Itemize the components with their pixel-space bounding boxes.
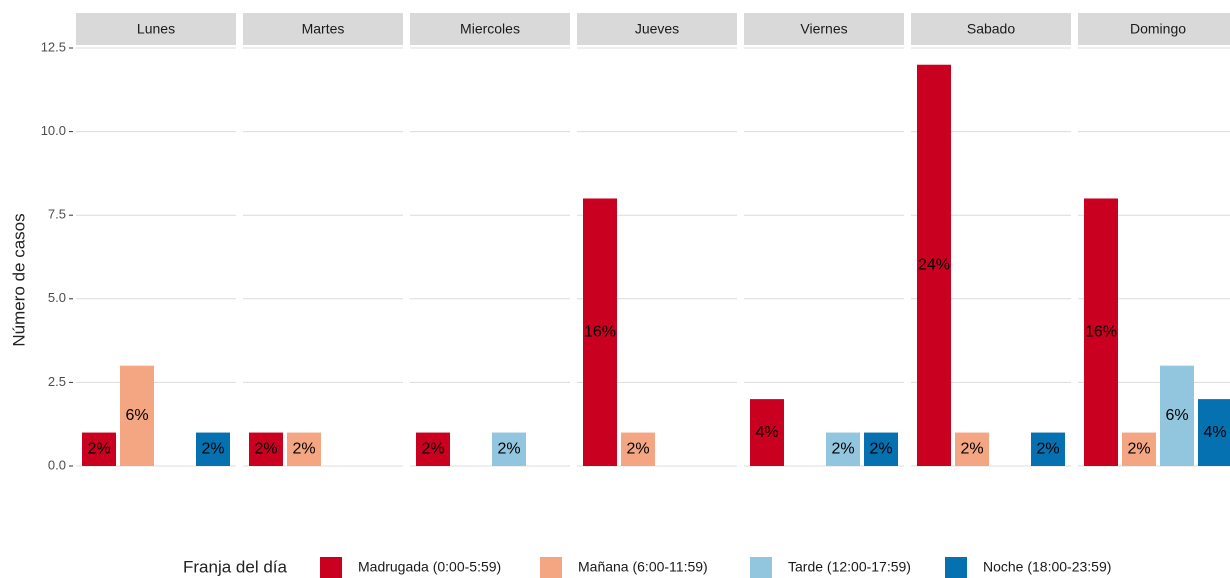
bar-label: 2% bbox=[87, 440, 110, 457]
facet-label: Jueves bbox=[635, 21, 679, 37]
y-tick-label: 2.5 bbox=[48, 374, 66, 389]
bar bbox=[864, 432, 898, 466]
bar-label: 2% bbox=[626, 440, 649, 457]
bar bbox=[750, 399, 784, 466]
bar bbox=[249, 432, 283, 466]
legend-label: Madrugada (0:00-5:59) bbox=[358, 559, 501, 575]
facet-strip bbox=[243, 13, 403, 45]
bar-label: 4% bbox=[755, 424, 778, 441]
facet-strip bbox=[76, 13, 236, 45]
y-axis-title: Número de casos bbox=[9, 213, 28, 346]
facet-strip bbox=[577, 13, 737, 45]
y-tick-label: 5.0 bbox=[48, 290, 66, 305]
bar bbox=[1160, 365, 1194, 466]
bar-label: 2% bbox=[497, 440, 520, 457]
facet-strip bbox=[410, 13, 570, 45]
facet-strip bbox=[911, 13, 1071, 45]
bar-label: 2% bbox=[960, 440, 983, 457]
legend-key bbox=[320, 557, 342, 578]
bar bbox=[917, 64, 951, 466]
bar bbox=[287, 432, 321, 466]
facet-label: Lunes bbox=[137, 21, 175, 37]
facet-strip bbox=[744, 13, 904, 45]
facet-label: Martes bbox=[302, 21, 345, 37]
bar bbox=[196, 432, 230, 466]
bar bbox=[492, 432, 526, 466]
bar bbox=[82, 432, 116, 466]
legend-title: Franja del día bbox=[183, 557, 287, 576]
bar-label: 24% bbox=[918, 257, 950, 274]
bar bbox=[1031, 432, 1065, 466]
bar bbox=[583, 198, 617, 467]
bar-label: 2% bbox=[1036, 440, 1059, 457]
legend-key bbox=[540, 557, 562, 578]
bar-label: 2% bbox=[292, 440, 315, 457]
facet-label: Viernes bbox=[800, 21, 847, 37]
bar bbox=[826, 432, 860, 466]
facet-label: Sabado bbox=[967, 21, 1015, 37]
bar-label: 16% bbox=[1085, 323, 1117, 340]
legend-label: Tarde (12:00-17:59) bbox=[788, 559, 911, 575]
legend-key bbox=[750, 557, 772, 578]
bar-label: 6% bbox=[125, 407, 148, 424]
legend-key bbox=[945, 557, 967, 578]
bar-label: 2% bbox=[201, 440, 224, 457]
bar-label: 2% bbox=[1127, 440, 1150, 457]
bar-label: 2% bbox=[831, 440, 854, 457]
y-tick-label: 7.5 bbox=[48, 207, 66, 222]
facet-label: Miercoles bbox=[460, 21, 520, 37]
bar bbox=[120, 365, 154, 466]
bar bbox=[955, 432, 989, 466]
bar bbox=[416, 432, 450, 466]
bar bbox=[1122, 432, 1156, 466]
y-tick-label: 10.0 bbox=[41, 123, 66, 138]
legend-label: Noche (18:00-23:59) bbox=[983, 559, 1111, 575]
bar-label: 2% bbox=[254, 440, 277, 457]
bar bbox=[621, 432, 655, 466]
bar-label: 2% bbox=[869, 440, 892, 457]
facet-label: Domingo bbox=[1130, 21, 1186, 37]
legend-label: Mañana (6:00-11:59) bbox=[578, 559, 708, 575]
bar bbox=[1084, 198, 1118, 467]
facet-strip bbox=[1078, 13, 1230, 45]
bar-label: 16% bbox=[584, 323, 616, 340]
y-tick-label: 0.0 bbox=[48, 457, 66, 472]
bar-label: 2% bbox=[421, 440, 444, 457]
bar-label: 6% bbox=[1165, 407, 1188, 424]
bar bbox=[1198, 399, 1230, 466]
y-tick-label: 12.5 bbox=[41, 39, 66, 54]
bar-label: 4% bbox=[1203, 424, 1226, 441]
